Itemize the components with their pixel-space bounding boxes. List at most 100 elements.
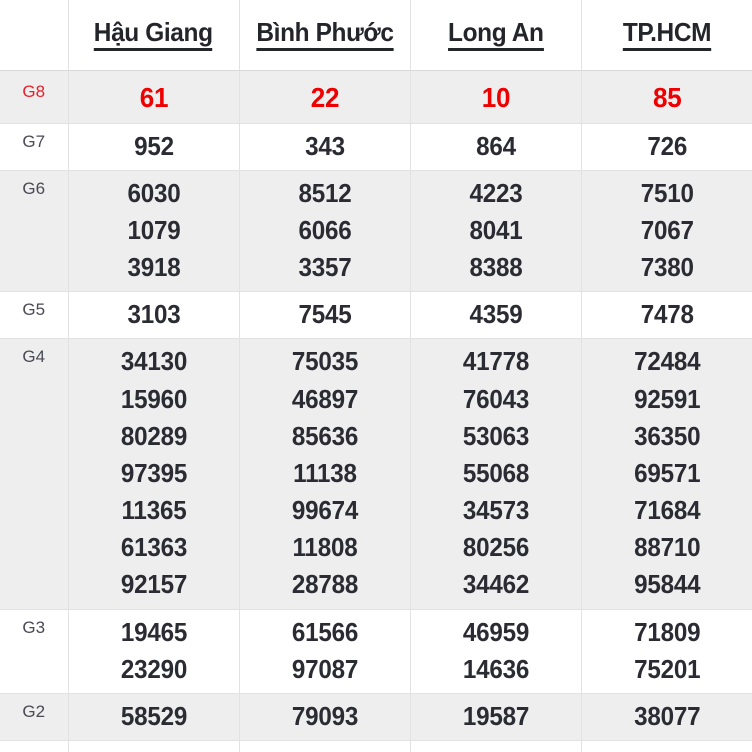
prize-cell: 343 xyxy=(238,122,410,171)
prize-number: 1079 xyxy=(126,214,181,245)
prize-label-g1: G1 xyxy=(0,740,68,752)
prize-cell: 4223 8041 8388 xyxy=(409,169,581,292)
prize-number: 38077 xyxy=(633,700,701,731)
prize-number: 3357 xyxy=(297,252,352,283)
prize-cell: 7510 7067 7380 xyxy=(580,169,752,292)
prize-number: 726 xyxy=(646,130,687,161)
prize-number: 36350 xyxy=(633,420,701,451)
prize-cell: 58529 xyxy=(67,692,239,741)
prize-number: 61566 xyxy=(291,616,358,647)
header-province-0[interactable]: Hậu Giang xyxy=(67,0,239,71)
prize-number: 61 xyxy=(139,81,168,113)
prize-number: 10 xyxy=(481,81,510,113)
prize-cell: 952 xyxy=(67,122,239,171)
prize-cell: 864 xyxy=(409,122,581,171)
prize-number: 28788 xyxy=(291,569,358,600)
prize-number: 71684 xyxy=(633,495,701,526)
prize-number: 23290 xyxy=(120,653,187,684)
prize-number: 58529 xyxy=(120,700,187,731)
prize-number: 52224 xyxy=(593,745,740,752)
prize-number: 61363 xyxy=(120,532,187,563)
prize-number: 7545 xyxy=(297,299,352,330)
prize-number: 4359 xyxy=(468,299,523,330)
prize-number: 72484 xyxy=(633,346,701,377)
province-name-label: TP.HCM xyxy=(622,18,711,52)
prize-row-g5: G5 3103 7545 4359 7478 xyxy=(0,291,752,339)
prize-number: 8512 xyxy=(297,177,352,208)
prize-cell: 62360 xyxy=(238,740,410,752)
prize-number: 6066 xyxy=(297,214,352,245)
prize-number: 76043 xyxy=(462,383,529,414)
prize-cell: 46959 14636 xyxy=(409,608,581,694)
prize-number: 8041 xyxy=(468,214,523,245)
prize-cell: 19465 23290 xyxy=(67,608,239,694)
prize-cell: 6030 1079 3918 xyxy=(67,169,239,292)
prize-number: 97627 xyxy=(422,745,569,752)
prize-label-g2: G2 xyxy=(0,692,68,741)
prize-number: 864 xyxy=(475,130,516,161)
prize-number: 11365 xyxy=(121,495,186,526)
prize-label-g3: G3 xyxy=(0,608,68,694)
prize-row-g2: G2 58529 79093 19587 38077 xyxy=(0,692,752,741)
prize-number: 7067 xyxy=(640,214,694,245)
prize-number: 343 xyxy=(304,130,345,161)
prize-row-g1: G1 37193 62360 97627 52224 xyxy=(0,740,752,752)
header-province-1[interactable]: Bình Phước xyxy=(238,0,410,71)
prize-number: 15960 xyxy=(120,383,187,414)
prize-number: 7510 xyxy=(640,177,694,208)
prize-cell: 61 xyxy=(67,69,239,124)
province-name-label: Bình Phước xyxy=(255,18,393,52)
prize-cell: 7478 xyxy=(580,291,752,339)
prize-cell: 41778 76043 53063 55068 34573 80256 34462 xyxy=(409,338,581,610)
prize-number: 80289 xyxy=(120,420,187,451)
prize-number: 75201 xyxy=(633,653,701,684)
prize-cell: 22 xyxy=(238,69,410,124)
province-name-label: Long An xyxy=(447,18,544,52)
prize-number: 34130 xyxy=(120,346,187,377)
prize-number: 62360 xyxy=(251,745,398,752)
prize-row-g7: G7 952 343 864 726 xyxy=(0,122,752,171)
prize-number: 22 xyxy=(310,81,339,113)
header-corner-cell xyxy=(0,0,68,71)
header-province-3[interactable]: TP.HCM xyxy=(580,0,752,71)
header-province-2[interactable]: Long An xyxy=(409,0,581,71)
table-body: G8 61 22 10 85 G7 952 343 864 726 G6 6030 1079 3918 85… xyxy=(0,69,752,752)
prize-cell: 7545 xyxy=(238,291,410,339)
prize-number: 88710 xyxy=(633,532,701,563)
prize-cell: 8512 6066 3357 xyxy=(238,169,410,292)
prize-number: 92591 xyxy=(633,383,701,414)
prize-cell: 38077 xyxy=(580,692,752,741)
prize-number: 6030 xyxy=(126,177,181,208)
prize-number: 34573 xyxy=(462,495,529,526)
prize-number: 7478 xyxy=(640,299,694,330)
prize-number: 34462 xyxy=(462,569,529,600)
prize-cell: 75035 46897 85636 11138 99674 11808 28788 xyxy=(238,338,410,610)
prize-number: 46897 xyxy=(291,383,358,414)
table-header: Hậu Giang Bình Phước Long An TP.HCM xyxy=(0,0,752,71)
prize-label-g7: G7 xyxy=(0,122,68,171)
prize-number: 80256 xyxy=(462,532,529,563)
prize-number: 7380 xyxy=(640,252,694,283)
prize-cell: 97627 xyxy=(409,740,581,752)
prize-number: 97087 xyxy=(291,653,358,684)
prize-number: 79093 xyxy=(291,700,358,731)
prize-row-g8: G8 61 22 10 85 xyxy=(0,69,752,124)
prize-cell: 3103 xyxy=(67,291,239,339)
prize-cell: 79093 xyxy=(238,692,410,741)
prize-number: 41778 xyxy=(462,346,529,377)
prize-label-g4: G4 xyxy=(0,338,68,610)
prize-cell: 34130 15960 80289 97395 11365 61363 92157 xyxy=(67,338,239,610)
prize-cell: 19587 xyxy=(409,692,581,741)
prize-cell: 71809 75201 xyxy=(580,608,752,694)
prize-cell: 52224 xyxy=(580,740,752,752)
prize-number: 3103 xyxy=(126,299,181,330)
prize-number: 69571 xyxy=(633,457,701,488)
prize-cell: 85 xyxy=(580,69,752,124)
prize-number: 11808 xyxy=(292,532,357,563)
prize-cell: 4359 xyxy=(409,291,581,339)
prize-number: 85636 xyxy=(291,420,358,451)
prize-number: 95844 xyxy=(633,569,701,600)
prize-number: 19587 xyxy=(462,700,529,731)
prize-number: 11138 xyxy=(292,457,357,488)
